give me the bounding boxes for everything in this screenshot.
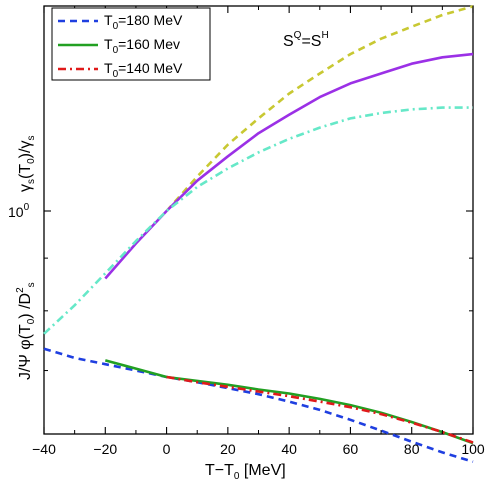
ylabel-upper-d: 0 xyxy=(26,158,37,164)
ylabel-upper-c: (T xyxy=(17,164,34,179)
legend-label: T0=140 MeV xyxy=(104,60,183,80)
legend: T0=180 MeV T0=160 Mev T0=140 MeV xyxy=(51,7,211,81)
x-tick-label: 20 xyxy=(220,441,236,457)
x-tick-label: 80 xyxy=(404,441,420,457)
y-axis-label-lower: J/Ψ φ(T0) /D2s xyxy=(15,282,37,380)
ylabel-lower-b: 0 xyxy=(26,318,37,324)
upper-series-line xyxy=(43,106,473,335)
annot-h: H xyxy=(321,30,328,41)
x-axis-label: T−T0 [MeV] xyxy=(205,462,286,482)
tick-layer: −40 −20 0 20 40 60 80 100 xyxy=(32,6,485,457)
annot-eq: =S xyxy=(301,33,321,50)
ylabel-lower-e: s xyxy=(26,282,37,287)
y-tick-exp: 0 xyxy=(24,202,30,213)
ylabel-upper-f: s xyxy=(26,136,37,141)
x-tick-label: 100 xyxy=(461,441,485,457)
xlabel-unit: [MeV] xyxy=(239,462,285,479)
upper-series-line xyxy=(165,5,474,212)
x-tick-label: 0 xyxy=(163,441,171,457)
ylabel-upper-e: )/γ xyxy=(17,141,34,159)
ylabel-lower-c: ) /D xyxy=(17,293,34,319)
xlabel-sub: 0 xyxy=(234,471,240,482)
ylabel-upper-b: s xyxy=(26,179,37,184)
x-tick-label: 60 xyxy=(343,441,359,457)
x-tick-label: −20 xyxy=(93,441,117,457)
series-layer xyxy=(43,5,474,463)
x-tick-label: −40 xyxy=(32,441,56,457)
legend-label: T0=160 Mev xyxy=(104,36,180,56)
y-axis-label-upper: γs(T0)/γs xyxy=(17,136,37,192)
ylabel-lower-a: J/Ψ φ(T xyxy=(17,324,34,380)
legend-label: T0=180 MeV xyxy=(104,12,183,32)
x-tick-label: 40 xyxy=(281,441,297,457)
annotation: SQ=SH xyxy=(283,30,329,50)
y-tick-label: 100 xyxy=(8,202,30,220)
ylabel-upper-a: γ xyxy=(17,184,34,192)
lower-series-line xyxy=(43,347,474,463)
annot-q: Q xyxy=(294,30,302,41)
y-tick-base: 10 xyxy=(8,204,24,220)
ylabel-lower-d: 2 xyxy=(15,287,26,293)
xlabel-main: T−T xyxy=(205,462,234,479)
upper-series-line xyxy=(104,52,474,280)
annot-s: S xyxy=(283,33,294,50)
